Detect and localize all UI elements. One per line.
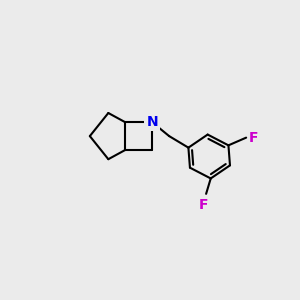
- Text: F: F: [249, 130, 259, 145]
- Text: F: F: [199, 198, 208, 212]
- Text: N: N: [146, 115, 158, 129]
